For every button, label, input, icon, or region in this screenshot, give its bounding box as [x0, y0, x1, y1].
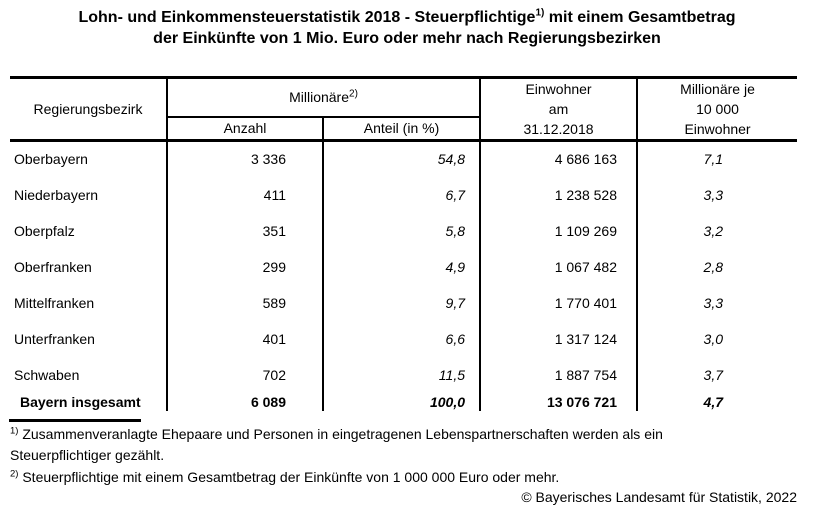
cell-per10k: 3,3: [703, 186, 724, 203]
footnote-2: 2) Steuerpflichtige mit einem Gesamtbetr…: [10, 467, 752, 488]
cell-per10k: 3,0: [703, 330, 724, 347]
cell-region: Mittelfranken: [10, 284, 168, 321]
column-header-millionaere-je-einwohner: Millionäre je 10 000 Einwohner: [637, 77, 798, 142]
footnote-ref-1: 1): [535, 7, 545, 19]
footnote-2-marker: 2): [10, 468, 19, 480]
cell-anteil: 9,7: [323, 284, 482, 321]
column-header-regierungsbezirk: Regierungsbezirk: [10, 77, 168, 142]
cell-anzahl: 401: [167, 320, 324, 357]
table-row: Oberpfalz 351 5,8 1 109 269 3,2: [10, 212, 797, 249]
header-row-top: Regierungsbezirk Millionäre2) Einwohner …: [10, 77, 798, 142]
per10k-label-line3: Einwohner: [684, 121, 751, 137]
cell-anzahl: 589: [167, 284, 324, 321]
title-text-1: Lohn- und Einkommensteuerstatistik 2018 …: [78, 9, 536, 26]
cell-per10k: 2,8: [703, 258, 724, 275]
table-row: Oberfranken 299 4,9 1 067 482 2,8: [10, 248, 797, 285]
cell-anteil: 6,7: [323, 176, 482, 213]
cell-anzahl-total: 6 089: [167, 392, 324, 411]
cell-per10k: 3,7: [703, 366, 724, 383]
cell-einwohner-total: 13 076 721: [480, 392, 639, 411]
cell-region: Oberfranken: [10, 248, 168, 285]
cell-einwohner: 1 067 482: [480, 248, 639, 285]
cell-anteil: 6,6: [323, 320, 482, 357]
cell-per10k: 3,2: [703, 222, 724, 239]
cell-region: Unterfranken: [10, 320, 168, 357]
cell-region: Oberbayern: [10, 140, 168, 177]
cell-region-total: Bayern insgesamt: [10, 392, 168, 411]
footnotes: 1) Zusammenveranlagte Ehepaare und Perso…: [10, 424, 752, 489]
page-title-line2: der Einkünfte von 1 Mio. Euro oder mehr …: [153, 30, 661, 47]
cell-per10k: 3,3: [703, 294, 724, 311]
copyright-notice: © Bayerisches Landesamt für Statistik, 2…: [521, 489, 797, 505]
cell-anteil: 54,8: [323, 140, 482, 177]
page-title: Lohn- und Einkommensteuerstatistik 2018 …: [0, 7, 814, 49]
table-row: Mittelfranken 589 9,7 1 770 401 3,3: [10, 284, 797, 321]
cell-per10k-total: 4,7: [703, 393, 724, 410]
cell-anzahl: 299: [167, 248, 324, 285]
cell-einwohner: 1 238 528: [480, 176, 639, 213]
footnote-1-marker: 1): [10, 425, 19, 437]
cell-region: Schwaben: [10, 356, 168, 393]
footnote-1: 1) Zusammenveranlagte Ehepaare und Perso…: [10, 424, 752, 466]
footnote-1-text: Zusammenveranlagte Ehepaare und Personen…: [10, 426, 663, 463]
column-header-einwohner: Einwohner am 31.12.2018: [480, 77, 639, 142]
per10k-label-line1: Millionäre je: [680, 81, 755, 97]
cell-region: Oberpfalz: [10, 212, 168, 249]
cell-einwohner: 1 770 401: [480, 284, 639, 321]
millionaere-label: Millionäre: [289, 89, 350, 106]
cell-anzahl: 702: [167, 356, 324, 393]
cell-einwohner: 4 686 163: [480, 140, 639, 177]
cell-region: Niederbayern: [10, 176, 168, 213]
cell-anzahl: 411: [167, 176, 324, 213]
cell-anzahl: 3 336: [167, 140, 324, 177]
einwohner-label-line2: am: [548, 101, 569, 117]
column-header-anteil: Anteil (in %): [323, 116, 482, 142]
header-row-sub: Anzahl Anteil (in %): [10, 116, 797, 142]
table-row: Niederbayern 411 6,7 1 238 528 3,3: [10, 176, 797, 213]
statistics-table: Regierungsbezirk Millionäre2) Einwohner …: [10, 76, 798, 411]
cell-einwohner: 1 109 269: [480, 212, 639, 249]
cell-anteil: 5,8: [323, 212, 482, 249]
einwohner-label-line1: Einwohner: [525, 81, 592, 97]
cell-anteil: 4,9: [323, 248, 482, 285]
column-header-millionaere: Millionäre2): [167, 77, 482, 118]
cell-anteil-total: 100,0: [323, 392, 482, 411]
einwohner-label-line3: 31.12.2018: [523, 121, 594, 137]
table-row: Oberbayern 3 336 54,8 4 686 163 7,1: [10, 140, 797, 177]
cell-einwohner: 1 317 124: [480, 320, 639, 357]
table-total-row: Bayern insgesamt 6 089 100,0 13 076 721 …: [10, 392, 797, 411]
footnote-2-text: Steuerpflichtige mit einem Gesamtbetrag …: [18, 469, 560, 485]
table-row: Unterfranken 401 6,6 1 317 124 3,0: [10, 320, 797, 357]
page-title-line1: Lohn- und Einkommensteuerstatistik 2018 …: [0, 7, 814, 28]
cell-anteil: 11,5: [323, 356, 482, 393]
title-text-2: mit einem Gesamtbetrag: [544, 9, 736, 26]
footnote-ref-2: 2): [349, 88, 358, 100]
cell-einwohner: 1 887 754: [480, 356, 639, 393]
cell-per10k: 7,1: [703, 151, 724, 168]
per10k-label-line2: 10 000: [696, 101, 739, 117]
footnote-separator: [9, 419, 141, 422]
column-header-anzahl: Anzahl: [167, 116, 324, 142]
table-row: Schwaben 702 11,5 1 887 754 3,7: [10, 356, 797, 393]
cell-anzahl: 351: [167, 212, 324, 249]
